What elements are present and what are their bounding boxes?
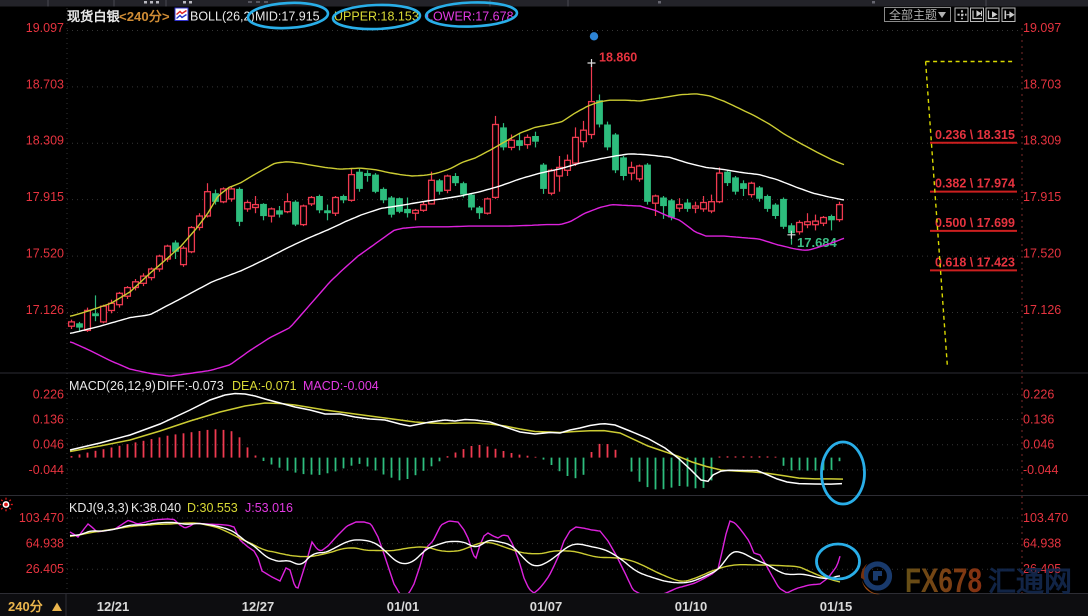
svg-text:17.520: 17.520 — [26, 247, 64, 261]
svg-text:-0.044: -0.044 — [29, 463, 64, 477]
svg-text:17.520: 17.520 — [1023, 247, 1061, 261]
svg-text:01/10: 01/10 — [675, 599, 708, 614]
svg-text:0.226: 0.226 — [1023, 387, 1054, 401]
svg-text:18.703: 18.703 — [1023, 77, 1061, 91]
svg-text:UPPER:18.153: UPPER:18.153 — [334, 10, 419, 24]
svg-text:全部主题: 全部主题 — [889, 7, 937, 22]
svg-text:现货白银: 现货白银 — [67, 8, 121, 24]
svg-text:MACD(26,12,9): MACD(26,12,9) — [69, 379, 156, 393]
svg-text:26.405: 26.405 — [1023, 562, 1061, 576]
svg-text:0.226: 0.226 — [33, 387, 64, 401]
svg-text:12/27: 12/27 — [242, 599, 275, 614]
svg-text:汇通网: 汇通网 — [988, 566, 1072, 597]
svg-text:0.046: 0.046 — [1023, 438, 1054, 452]
svg-text:0.046: 0.046 — [33, 438, 64, 452]
svg-text:240分: 240分 — [8, 599, 43, 614]
svg-text:LOWER:17.678: LOWER:17.678 — [426, 10, 514, 24]
svg-text:64.938: 64.938 — [1023, 537, 1061, 551]
svg-text:103.470: 103.470 — [19, 511, 64, 525]
svg-text:0.236 \ 18.315: 0.236 \ 18.315 — [935, 128, 1015, 142]
svg-text:17.126: 17.126 — [1023, 303, 1061, 317]
svg-text:01/15: 01/15 — [820, 599, 853, 614]
svg-text:0.500 \ 17.699: 0.500 \ 17.699 — [935, 216, 1015, 230]
svg-text:01/01: 01/01 — [387, 599, 420, 614]
svg-text:64.938: 64.938 — [26, 537, 64, 551]
svg-text:103.470: 103.470 — [1023, 511, 1068, 525]
svg-text:0.382 \ 17.974: 0.382 \ 17.974 — [935, 177, 1015, 191]
svg-text:26.405: 26.405 — [26, 562, 64, 576]
svg-text:19.097: 19.097 — [1023, 21, 1061, 35]
svg-text:0.618 \ 17.423: 0.618 \ 17.423 — [935, 255, 1015, 269]
svg-text:BOLL(26,2): BOLL(26,2) — [190, 10, 255, 24]
svg-text:MID:17.915: MID:17.915 — [255, 10, 320, 24]
svg-text:K:38.040: K:38.040 — [131, 501, 181, 515]
svg-text:0.136: 0.136 — [1023, 413, 1054, 427]
svg-text:17.915: 17.915 — [26, 190, 64, 204]
svg-text:01/07: 01/07 — [530, 599, 563, 614]
svg-text:MACD:-0.004: MACD:-0.004 — [303, 379, 379, 393]
svg-text:<240分>: <240分> — [119, 9, 170, 24]
svg-text:0.136: 0.136 — [33, 413, 64, 427]
svg-text:J:53.016: J:53.016 — [245, 501, 293, 515]
svg-text:17.915: 17.915 — [1023, 190, 1061, 204]
svg-text:19.097: 19.097 — [26, 21, 64, 35]
svg-text:12/21: 12/21 — [97, 599, 130, 614]
svg-text:18.309: 18.309 — [1023, 134, 1061, 148]
svg-text:DEA:-0.071: DEA:-0.071 — [232, 379, 297, 393]
svg-text:18.309: 18.309 — [26, 134, 64, 148]
svg-text:-0.044: -0.044 — [1023, 463, 1058, 477]
svg-text:DIFF:-0.073: DIFF:-0.073 — [157, 379, 224, 393]
svg-text:18.703: 18.703 — [26, 77, 64, 91]
svg-text:D:30.553: D:30.553 — [187, 501, 238, 515]
svg-text:18.860: 18.860 — [599, 51, 637, 65]
svg-text:KDJ(9,3,3): KDJ(9,3,3) — [69, 501, 129, 515]
svg-text:17.684: 17.684 — [797, 235, 838, 250]
svg-text:17.126: 17.126 — [26, 303, 64, 317]
svg-text:FX678: FX678 — [905, 562, 982, 600]
